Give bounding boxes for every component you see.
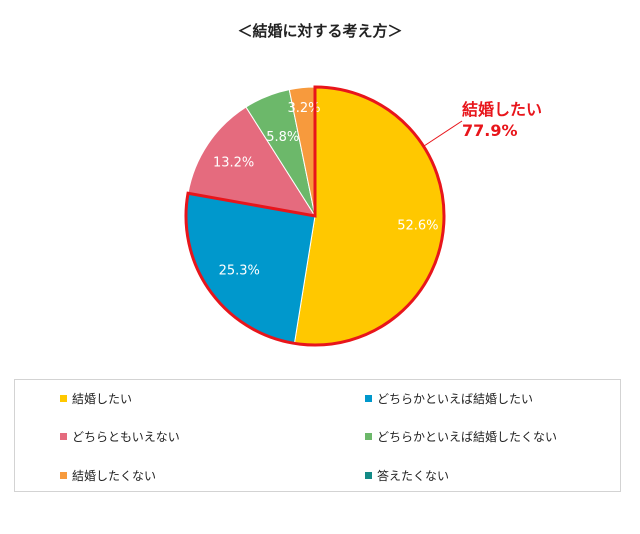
callout-leader-line: [423, 120, 463, 147]
legend-label: 結婚したくない: [72, 468, 157, 483]
legend-swatch: [365, 394, 372, 402]
legend-item: どちらかといえば結婚したくない: [365, 427, 557, 445]
legend-swatch: [60, 432, 67, 440]
legend-item: どちらかといえば結婚したい: [365, 389, 533, 407]
slice-value-label-4: 5.8%: [266, 130, 299, 145]
legend-label: どちらともいえない: [72, 429, 180, 444]
legend-label: どちらかといえば結婚したくない: [377, 429, 558, 444]
legend-swatch: [365, 432, 372, 440]
pie-slice-3: [187, 106, 317, 217]
legend-swatch: [60, 471, 67, 479]
pie-slice-1: [293, 86, 445, 346]
legend-swatch: [60, 394, 67, 402]
highlight-label: 結婚したい: [462, 100, 543, 119]
slice-value-label-3: 13.2%: [213, 155, 254, 170]
slice-value-label-5: 3.2%: [287, 101, 320, 116]
legend-item: 結婚したい: [60, 389, 132, 407]
legend: 結婚したい どちらかといえば結婚したいどちらともいえない どちらかといえば結婚したく…: [14, 379, 621, 492]
highlight-outline: [184, 85, 446, 347]
legend-swatch: [365, 471, 372, 479]
highlight-value: 77.9%: [462, 121, 518, 140]
chart-title: ＜結婚に対する考え方＞: [237, 22, 403, 40]
legend-item: 結婚したくない: [60, 466, 156, 484]
legend-label: 結婚したい: [72, 391, 133, 406]
highlight-callout: 結婚したい 77.9%: [462, 99, 542, 141]
slice-value-label-2: 25.3%: [219, 264, 260, 279]
legend-item: どちらともいえない: [60, 427, 180, 445]
legend-item: 答えたくない: [365, 466, 449, 484]
legend-label: 答えたくない: [377, 468, 450, 483]
legend-label: どちらかといえば結婚したい: [377, 391, 534, 406]
slice-value-label-1: 52.6%: [397, 218, 438, 233]
pie-chart: 52.6% 25.3% 13.2% 5.8% 3.2%: [184, 85, 463, 347]
